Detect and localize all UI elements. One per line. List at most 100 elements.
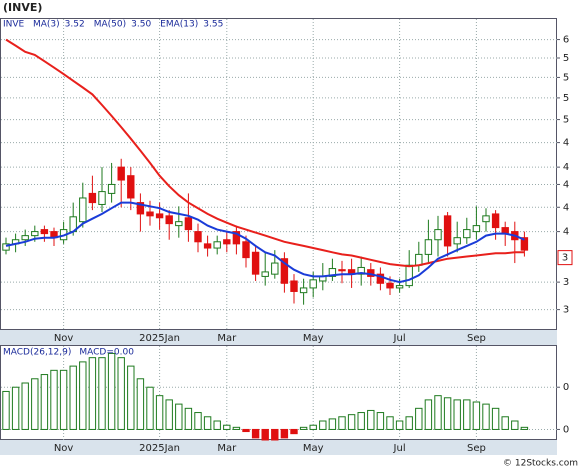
- candle-body: [2, 243, 10, 251]
- last-price-label: 3: [562, 253, 568, 264]
- candle-body: [482, 215, 490, 223]
- candle-body: [21, 235, 29, 241]
- candle-body: [79, 197, 87, 223]
- macd-bar: [520, 426, 529, 430]
- x-tick-label: Sep: [467, 333, 486, 344]
- candle-body: [386, 282, 394, 289]
- macd-bar: [501, 416, 509, 430]
- macd-bar: [165, 399, 173, 430]
- candle-body: [491, 213, 500, 229]
- macd-bar: [223, 424, 231, 430]
- candle-body: [98, 191, 106, 205]
- macd-bar: [251, 428, 260, 439]
- macd-bar: [88, 357, 97, 430]
- candle-body: [463, 229, 471, 239]
- macd-bar: [491, 407, 500, 430]
- legend-name: MA(50): [94, 20, 126, 30]
- candle-body: [242, 241, 250, 259]
- macd-bar: [415, 407, 423, 430]
- y-tick-label: 5: [563, 72, 569, 83]
- y-tick-label: 4: [563, 179, 569, 190]
- macd-bar: [194, 412, 202, 430]
- macd-bar: [386, 416, 394, 430]
- macd-bar: [338, 416, 346, 430]
- candle-body: [107, 183, 116, 194]
- macd-bar: [175, 403, 183, 430]
- candle-body: [251, 251, 260, 275]
- candle-body: [309, 279, 317, 289]
- macd-bar: [98, 357, 106, 430]
- candle-body: [203, 243, 212, 249]
- candle-body: [405, 264, 413, 287]
- date-strip: [0, 330, 557, 345]
- macd-bar: [136, 378, 145, 430]
- candle-body: [271, 262, 279, 275]
- macd-bar: [290, 428, 298, 435]
- macd-bar: [69, 365, 77, 430]
- macd-bar: [213, 420, 221, 430]
- candle-body: [434, 229, 442, 241]
- macd-bar: [11, 386, 20, 430]
- candle-body: [127, 175, 135, 199]
- macd-bar: [232, 426, 241, 430]
- candle-body: [338, 269, 346, 272]
- macd-bar: [395, 420, 404, 430]
- candle-body: [415, 253, 423, 266]
- macd-bar: [453, 399, 461, 430]
- candle-body: [184, 217, 193, 231]
- y-tick-label: 4: [563, 162, 569, 173]
- y-tick-label: 6: [563, 35, 569, 46]
- y-tick-label: 4: [563, 138, 569, 149]
- candle-body: [88, 192, 97, 204]
- macd-bar: [443, 397, 452, 430]
- macd-bar: [434, 395, 442, 430]
- copyright: © 12Stocks.com: [503, 459, 578, 469]
- last-price-box: [557, 250, 573, 266]
- macd-bar: [261, 428, 269, 441]
- macd-bar: [155, 395, 164, 430]
- x-tick-label: Nov: [54, 443, 74, 454]
- macd-bar: [146, 386, 154, 430]
- macd-bar: [242, 428, 250, 433]
- legend-value: 3.50: [131, 20, 151, 30]
- y-tick-label: 0: [563, 382, 569, 393]
- candle-body: [280, 258, 289, 284]
- candle-body: [376, 273, 385, 284]
- macd-bar: [271, 428, 279, 441]
- candle-body: [31, 231, 39, 237]
- date-strip: [0, 440, 557, 455]
- macd-bar: [50, 369, 58, 430]
- candle-body: [146, 211, 154, 217]
- macd-bar: [309, 424, 317, 430]
- legend-name: MA(3): [33, 20, 60, 30]
- macd-bar: [347, 414, 356, 430]
- x-tick-label: Sep: [467, 443, 486, 454]
- macd-title: MACD(26,12,9): [3, 348, 71, 358]
- candle-body: [472, 225, 481, 233]
- macd-bar: [463, 399, 471, 430]
- candle-body: [194, 231, 202, 243]
- x-tick-label: Jul: [393, 443, 406, 454]
- macd-bar: [59, 369, 68, 430]
- candle-body: [357, 266, 365, 275]
- macd-bar: [367, 409, 375, 430]
- x-tick-label: Nov: [54, 333, 74, 344]
- chart-title: (INVE): [3, 1, 42, 14]
- ma-line: [5, 38, 525, 268]
- y-tick-label: 3: [563, 305, 569, 316]
- macd-bar: [107, 352, 116, 430]
- candle-body: [175, 221, 183, 227]
- macd-bar: [328, 418, 337, 430]
- candle-body: [261, 271, 269, 277]
- legend-value: 3.55: [203, 20, 223, 30]
- y-tick-label: 5: [563, 93, 569, 104]
- macd-bar: [280, 428, 289, 439]
- ma-line: [5, 201, 525, 284]
- x-tick-label: 2025Jan: [139, 443, 180, 454]
- x-tick-label: 2025Jan: [139, 333, 180, 344]
- y-tick-label: 4: [563, 227, 569, 238]
- candle-body: [155, 213, 164, 219]
- macd-bar: [472, 401, 481, 430]
